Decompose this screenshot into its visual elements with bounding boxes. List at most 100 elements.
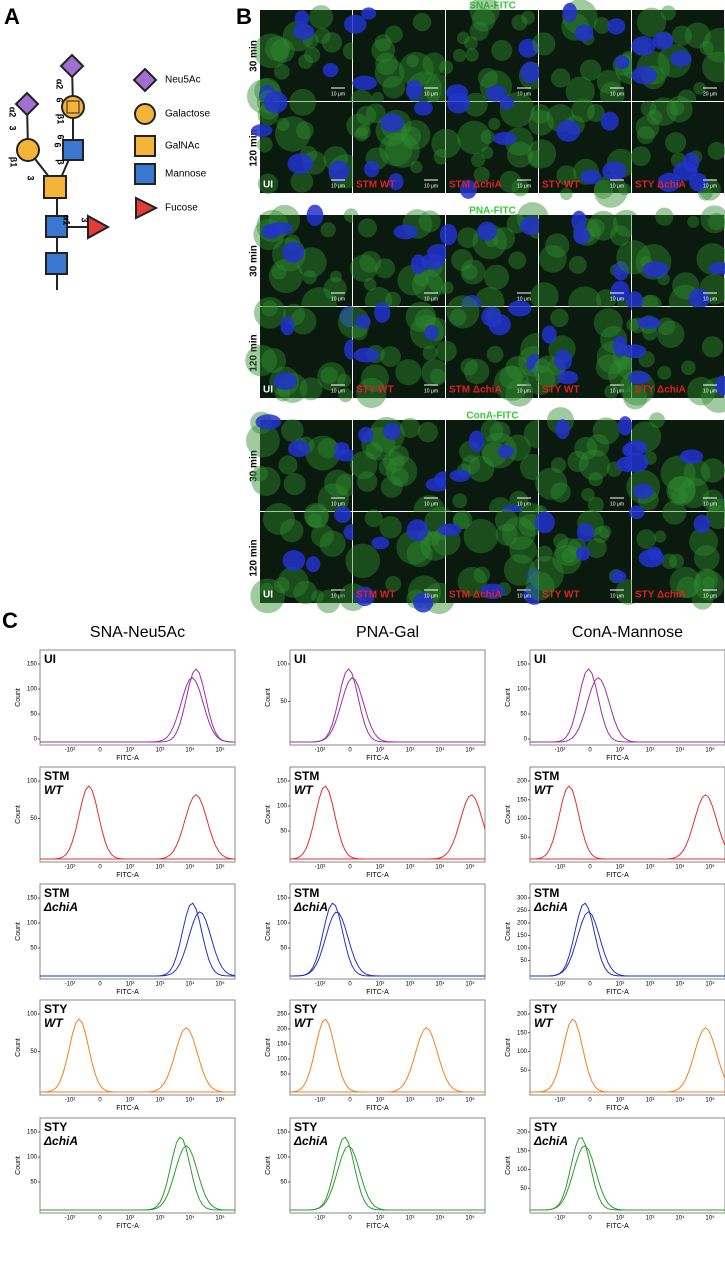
nucleus bbox=[708, 262, 725, 275]
cell-stain bbox=[683, 459, 711, 487]
cell-stain bbox=[385, 25, 403, 44]
nucleus bbox=[334, 506, 352, 523]
nucleus bbox=[715, 375, 725, 396]
label: FITC-A bbox=[606, 872, 629, 879]
cell-stain bbox=[470, 152, 486, 168]
label: 3 bbox=[26, 175, 36, 180]
label: Count bbox=[265, 688, 272, 707]
plot-frame bbox=[529, 766, 725, 863]
nucleus bbox=[602, 161, 627, 181]
cell-stain bbox=[371, 91, 384, 105]
nucleus bbox=[355, 314, 371, 329]
label: Count bbox=[265, 922, 272, 941]
label: 10⁴ bbox=[185, 747, 195, 754]
nucleus bbox=[437, 523, 462, 536]
label: 10⁵ bbox=[215, 1215, 225, 1222]
label: 100 bbox=[517, 816, 528, 822]
label: 10 μm bbox=[331, 501, 345, 507]
nucleus bbox=[652, 32, 674, 50]
micrograph bbox=[632, 215, 724, 306]
cell-stain bbox=[617, 297, 630, 310]
cell-stain bbox=[359, 250, 382, 273]
label: 50 bbox=[280, 946, 287, 952]
label: FITC-A bbox=[116, 1105, 139, 1112]
cell-stain bbox=[278, 455, 298, 475]
label: 0 bbox=[98, 1098, 102, 1104]
label: Count bbox=[15, 688, 22, 707]
cell-stain bbox=[296, 247, 327, 278]
cell-stain bbox=[295, 121, 314, 140]
label: WT bbox=[44, 783, 64, 797]
nucleus bbox=[255, 414, 282, 430]
cell-stain bbox=[439, 60, 454, 75]
cell-stain bbox=[354, 127, 369, 142]
label: 10² bbox=[376, 1216, 385, 1222]
cell-stain bbox=[422, 52, 446, 76]
label: 10 μm bbox=[517, 183, 531, 189]
label: 120 min bbox=[249, 129, 260, 166]
label: Neu5Ac bbox=[165, 75, 201, 86]
label: STY ΔchiA bbox=[635, 590, 686, 601]
nucleus bbox=[477, 221, 497, 241]
nucleus bbox=[571, 210, 587, 232]
cell-stain bbox=[253, 33, 289, 69]
nucleus bbox=[638, 548, 665, 568]
cell-stain bbox=[435, 340, 457, 362]
nucleus bbox=[267, 221, 293, 235]
label: 10⁴ bbox=[435, 747, 445, 754]
label: 10⁴ bbox=[185, 981, 195, 988]
label: 0 bbox=[98, 1216, 102, 1222]
cell-stain bbox=[534, 358, 550, 374]
label: WT bbox=[534, 783, 554, 797]
label: 10 μm bbox=[610, 91, 624, 97]
nucleus bbox=[626, 291, 644, 311]
label: 10² bbox=[126, 982, 135, 988]
cell-stain bbox=[253, 296, 286, 329]
cell-stain bbox=[441, 281, 454, 295]
label: STY bbox=[44, 1002, 67, 1016]
nucleus bbox=[371, 536, 390, 550]
cell-stain bbox=[486, 345, 504, 363]
label: β1 bbox=[9, 157, 19, 168]
cell-stain bbox=[669, 100, 685, 116]
label: 10³ bbox=[156, 982, 165, 988]
label: 200 bbox=[517, 1012, 528, 1018]
cell-stain bbox=[553, 533, 569, 549]
cell-stain bbox=[499, 170, 522, 193]
cell-stain bbox=[662, 500, 687, 525]
label: 10³ bbox=[406, 1098, 415, 1104]
cell-stain bbox=[593, 179, 614, 199]
label: 30 min bbox=[249, 40, 260, 72]
cell-stain bbox=[457, 566, 487, 597]
cell-stain bbox=[378, 457, 397, 477]
cell-stain bbox=[592, 417, 620, 445]
cell-stain bbox=[382, 75, 406, 99]
label: 30 min bbox=[249, 450, 260, 482]
label: STM ΔchiA bbox=[449, 590, 502, 601]
cell-stain bbox=[593, 308, 623, 338]
cell-stain bbox=[302, 270, 317, 285]
nucleus bbox=[574, 24, 594, 42]
cell-stain bbox=[494, 508, 518, 532]
label: 120 min bbox=[249, 539, 260, 576]
cell-stain bbox=[669, 553, 685, 569]
nucleus bbox=[614, 55, 630, 70]
label: -10² bbox=[555, 865, 566, 871]
label: -10² bbox=[315, 1098, 326, 1104]
cell-stain bbox=[314, 27, 331, 44]
label: 10 μm bbox=[517, 296, 531, 302]
cell-stain bbox=[270, 38, 295, 63]
nucleus bbox=[374, 302, 391, 323]
nucleus bbox=[499, 95, 514, 110]
label: 10⁵ bbox=[215, 747, 225, 754]
nucleus bbox=[627, 371, 650, 385]
cell-stain bbox=[654, 530, 667, 543]
label: α1 bbox=[62, 215, 72, 226]
cell-stain bbox=[691, 588, 714, 610]
histogram-curve bbox=[289, 785, 485, 860]
label: 0 bbox=[348, 865, 352, 871]
label: -10² bbox=[315, 1216, 326, 1222]
nucleus bbox=[406, 79, 423, 101]
label: UI bbox=[263, 385, 273, 396]
nucleus bbox=[446, 92, 470, 114]
